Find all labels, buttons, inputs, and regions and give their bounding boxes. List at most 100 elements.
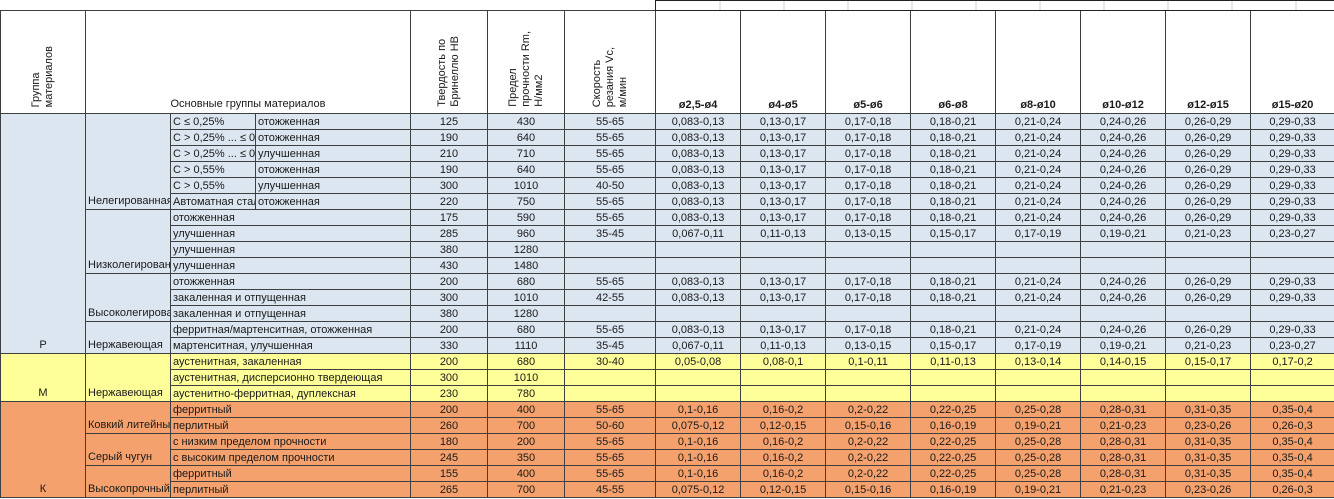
cutting-speed-cell[interactable]: 55-65	[563, 433, 657, 450]
carbon-content-cell[interactable]: Автоматная сталь	[170, 193, 256, 210]
strength-rm-cell[interactable]: 590	[487, 209, 565, 226]
strength-rm-cell[interactable]: 1480	[487, 257, 565, 274]
feed-range-cell[interactable]: 0,17-0,18	[825, 129, 912, 146]
hardness-hb-cell[interactable]: 285	[410, 225, 488, 242]
material-subgroup-label[interactable]: Нержавеющая	[85, 321, 171, 354]
material-state-cell[interactable]: отожженная	[255, 129, 411, 146]
cutting-speed-cell[interactable]: 55-65	[563, 401, 657, 418]
material-state-cell[interactable]: аустенитная, дисперсионно твердеющая	[170, 369, 411, 386]
feed-range-cell[interactable]	[825, 241, 912, 258]
hardness-hb-cell[interactable]: 300	[410, 177, 488, 194]
feed-range-cell[interactable]: 0,24-0,26	[1080, 289, 1167, 306]
material-state-cell[interactable]: закаленная и отпущенная	[170, 289, 411, 306]
feed-range-cell[interactable]: 0,17-0,18	[825, 145, 912, 162]
feed-range-cell[interactable]: 0,13-0,17	[740, 209, 827, 226]
material-group-code[interactable]: М	[0, 353, 86, 402]
strength-rm-cell[interactable]: 1010	[487, 289, 565, 306]
strength-rm-cell[interactable]: 750	[487, 193, 565, 210]
feed-range-cell[interactable]	[825, 385, 912, 402]
hardness-hb-cell[interactable]: 190	[410, 129, 488, 146]
cutting-speed-cell[interactable]	[563, 305, 657, 322]
feed-range-cell[interactable]	[995, 305, 1082, 322]
feed-range-cell[interactable]: 0,24-0,26	[1080, 161, 1167, 178]
feed-range-cell[interactable]: 0,26-0,29	[1165, 161, 1252, 178]
feed-range-cell[interactable]: 0,13-0,15	[825, 225, 912, 242]
strength-rm-cell[interactable]: 960	[487, 225, 565, 242]
header-diameter-8[interactable]: ø15-ø20	[1250, 10, 1334, 114]
feed-range-cell[interactable]: 0,26-0,29	[1165, 209, 1252, 226]
material-state-cell[interactable]: улучшенная	[170, 225, 411, 242]
feed-range-cell[interactable]: 0,26-0,29	[1165, 113, 1252, 130]
feed-range-cell[interactable]: 0,14-0,15	[1080, 353, 1167, 370]
material-state-cell[interactable]: отожженная	[255, 113, 411, 130]
feed-range-cell[interactable]: 0,1-0,16	[655, 433, 742, 450]
header-diameter-2[interactable]: ø4-ø5	[740, 10, 827, 114]
feed-range-cell[interactable]: 0,26-0,29	[1165, 177, 1252, 194]
material-state-cell[interactable]: мартенситная, улучшенная	[170, 337, 411, 354]
feed-range-cell[interactable]	[1165, 385, 1252, 402]
hardness-hb-cell[interactable]: 155	[410, 465, 488, 482]
feed-range-cell[interactable]: 0,21-0,24	[995, 209, 1082, 226]
feed-range-cell[interactable]	[655, 385, 742, 402]
feed-range-cell[interactable]	[910, 369, 997, 386]
material-state-cell[interactable]: закаленная и отпущенная	[170, 305, 411, 322]
carbon-content-cell[interactable]: C > 0,25% ... ≤ 0,55%	[170, 145, 256, 162]
feed-range-cell[interactable]: 0,17-0,18	[825, 321, 912, 338]
feed-range-cell[interactable]: 0,2-0,22	[825, 449, 912, 466]
feed-range-cell[interactable]: 0,1-0,16	[655, 449, 742, 466]
header-brinell-hardness[interactable]: Твердость по Бринеллю HB	[410, 10, 488, 114]
hardness-hb-cell[interactable]: 210	[410, 145, 488, 162]
feed-range-cell[interactable]: 0,1-0,11	[825, 353, 912, 370]
strength-rm-cell[interactable]: 680	[487, 273, 565, 290]
strength-rm-cell[interactable]: 680	[487, 321, 565, 338]
feed-range-cell[interactable]	[825, 257, 912, 274]
header-diameter-6[interactable]: ø10-ø12	[1080, 10, 1167, 114]
feed-range-cell[interactable]: 0,25-0,28	[995, 401, 1082, 418]
feed-range-cell[interactable]: 0,24-0,26	[1080, 145, 1167, 162]
feed-range-cell[interactable]: 0,083-0,13	[655, 161, 742, 178]
feed-range-cell[interactable]: 0,18-0,21	[910, 177, 997, 194]
feed-range-cell[interactable]: 0,23-0,27	[1250, 337, 1334, 354]
material-subgroup-label[interactable]: Серый чугун	[85, 433, 171, 466]
feed-range-cell[interactable]: 0,15-0,16	[825, 417, 912, 434]
feed-range-cell[interactable]: 0,17-0,18	[825, 193, 912, 210]
feed-range-cell[interactable]: 0,16-0,2	[740, 465, 827, 482]
feed-range-cell[interactable]: 0,13-0,17	[740, 321, 827, 338]
feed-range-cell[interactable]: 0,15-0,17	[1165, 353, 1252, 370]
strength-rm-cell[interactable]: 1280	[487, 241, 565, 258]
material-state-cell[interactable]: аустенитная, закаленная	[170, 353, 411, 370]
feed-range-cell[interactable]: 0,24-0,26	[1080, 193, 1167, 210]
feed-range-cell[interactable]: 0,21-0,24	[995, 273, 1082, 290]
feed-range-cell[interactable]: 0,15-0,17	[910, 337, 997, 354]
feed-range-cell[interactable]	[910, 257, 997, 274]
hardness-hb-cell[interactable]: 300	[410, 289, 488, 306]
cutting-speed-cell[interactable]: 55-65	[563, 161, 657, 178]
feed-range-cell[interactable]: 0,29-0,33	[1250, 113, 1334, 130]
feed-range-cell[interactable]: 0,067-0,11	[655, 337, 742, 354]
hardness-hb-cell[interactable]: 245	[410, 449, 488, 466]
feed-range-cell[interactable]	[1250, 369, 1334, 386]
hardness-hb-cell[interactable]: 190	[410, 161, 488, 178]
strength-rm-cell[interactable]: 710	[487, 145, 565, 162]
feed-range-cell[interactable]	[1165, 241, 1252, 258]
strength-rm-cell[interactable]: 1010	[487, 369, 565, 386]
feed-range-cell[interactable]: 0,35-0,4	[1250, 465, 1334, 482]
feed-range-cell[interactable]: 0,35-0,4	[1250, 449, 1334, 466]
carbon-content-cell[interactable]: C > 0,25% ... ≤ 0,55%	[170, 129, 256, 146]
feed-range-cell[interactable]: 0,075-0,12	[655, 417, 742, 434]
feed-range-cell[interactable]	[740, 241, 827, 258]
hardness-hb-cell[interactable]: 200	[410, 401, 488, 418]
feed-range-cell[interactable]: 0,21-0,23	[1165, 337, 1252, 354]
feed-range-cell[interactable]: 0,13-0,17	[740, 113, 827, 130]
feed-range-cell[interactable]: 0,19-0,21	[1080, 225, 1167, 242]
feed-range-cell[interactable]: 0,18-0,21	[910, 161, 997, 178]
feed-range-cell[interactable]: 0,13-0,17	[740, 177, 827, 194]
feed-range-cell[interactable]: 0,21-0,23	[1080, 417, 1167, 434]
feed-range-cell[interactable]: 0,28-0,31	[1080, 433, 1167, 450]
feed-range-cell[interactable]: 0,16-0,2	[740, 449, 827, 466]
material-state-cell[interactable]: отожженная	[170, 273, 411, 290]
feed-range-cell[interactable]: 0,19-0,21	[995, 417, 1082, 434]
cutting-speed-cell[interactable]	[563, 257, 657, 274]
feed-range-cell[interactable]: 0,067-0,11	[655, 225, 742, 242]
hardness-hb-cell[interactable]: 260	[410, 417, 488, 434]
